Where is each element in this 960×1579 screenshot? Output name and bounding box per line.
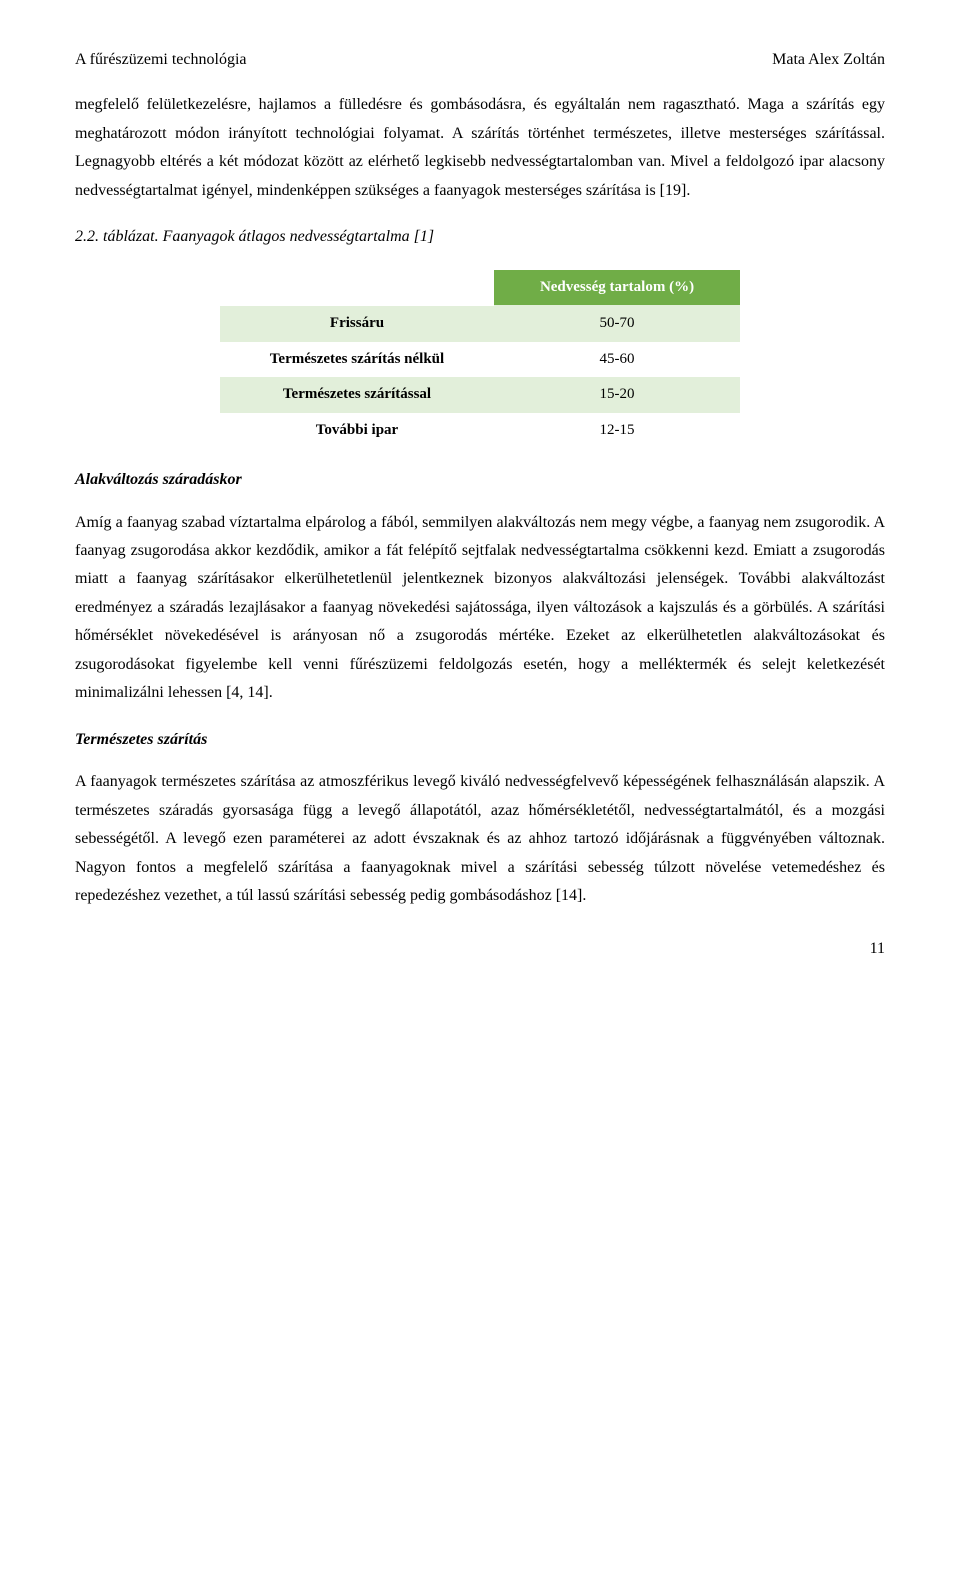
paragraph-2: Amíg a faanyag szabad víztartalma elpáro…: [75, 509, 885, 708]
table-caption-text: Faanyagok átlagos nedvességtartalma [1]: [163, 228, 435, 245]
page-number: 11: [75, 935, 885, 963]
table-cell-label: Természetes szárítás nélkül: [220, 342, 494, 378]
table-cell-label: További ipar: [220, 413, 494, 449]
table-cell-value: 15-20: [494, 377, 740, 413]
table-caption-prefix: 2.2. táblázat.: [75, 228, 163, 245]
table-header-row: Nedvesség tartalom (%): [220, 270, 740, 306]
table-header-empty: [220, 270, 494, 306]
table-row: Természetes szárítással 15-20: [220, 377, 740, 413]
header-left-title: A fűrészüzemi technológia: [75, 50, 247, 69]
paragraph-3: A faanyagok természetes szárítása az atm…: [75, 768, 885, 910]
subheading-termeszetes: Természetes szárítás: [75, 726, 885, 754]
table-row: Frissáru 50-70: [220, 305, 740, 342]
subheading-alakvaltozas: Alakváltozás száradáskor: [75, 466, 885, 494]
paragraph-1: megfelelő felületkezelésre, hajlamos a f…: [75, 91, 885, 205]
table-cell-value: 12-15: [494, 413, 740, 449]
table-caption: 2.2. táblázat. Faanyagok átlagos nedvess…: [75, 223, 885, 251]
table-header-value: Nedvesség tartalom (%): [494, 270, 740, 306]
table-row: További ipar 12-15: [220, 413, 740, 449]
table-cell-label: Természetes szárítással: [220, 377, 494, 413]
header-right-author: Mata Alex Zoltán: [772, 50, 885, 69]
table-cell-label: Frissáru: [220, 305, 494, 342]
table-row: Természetes szárítás nélkül 45-60: [220, 342, 740, 378]
table-cell-value: 45-60: [494, 342, 740, 378]
page-header: A fűrészüzemi technológia Mata Alex Zolt…: [75, 50, 885, 69]
moisture-table: Nedvesség tartalom (%) Frissáru 50-70 Te…: [220, 270, 740, 449]
table-cell-value: 50-70: [494, 305, 740, 342]
